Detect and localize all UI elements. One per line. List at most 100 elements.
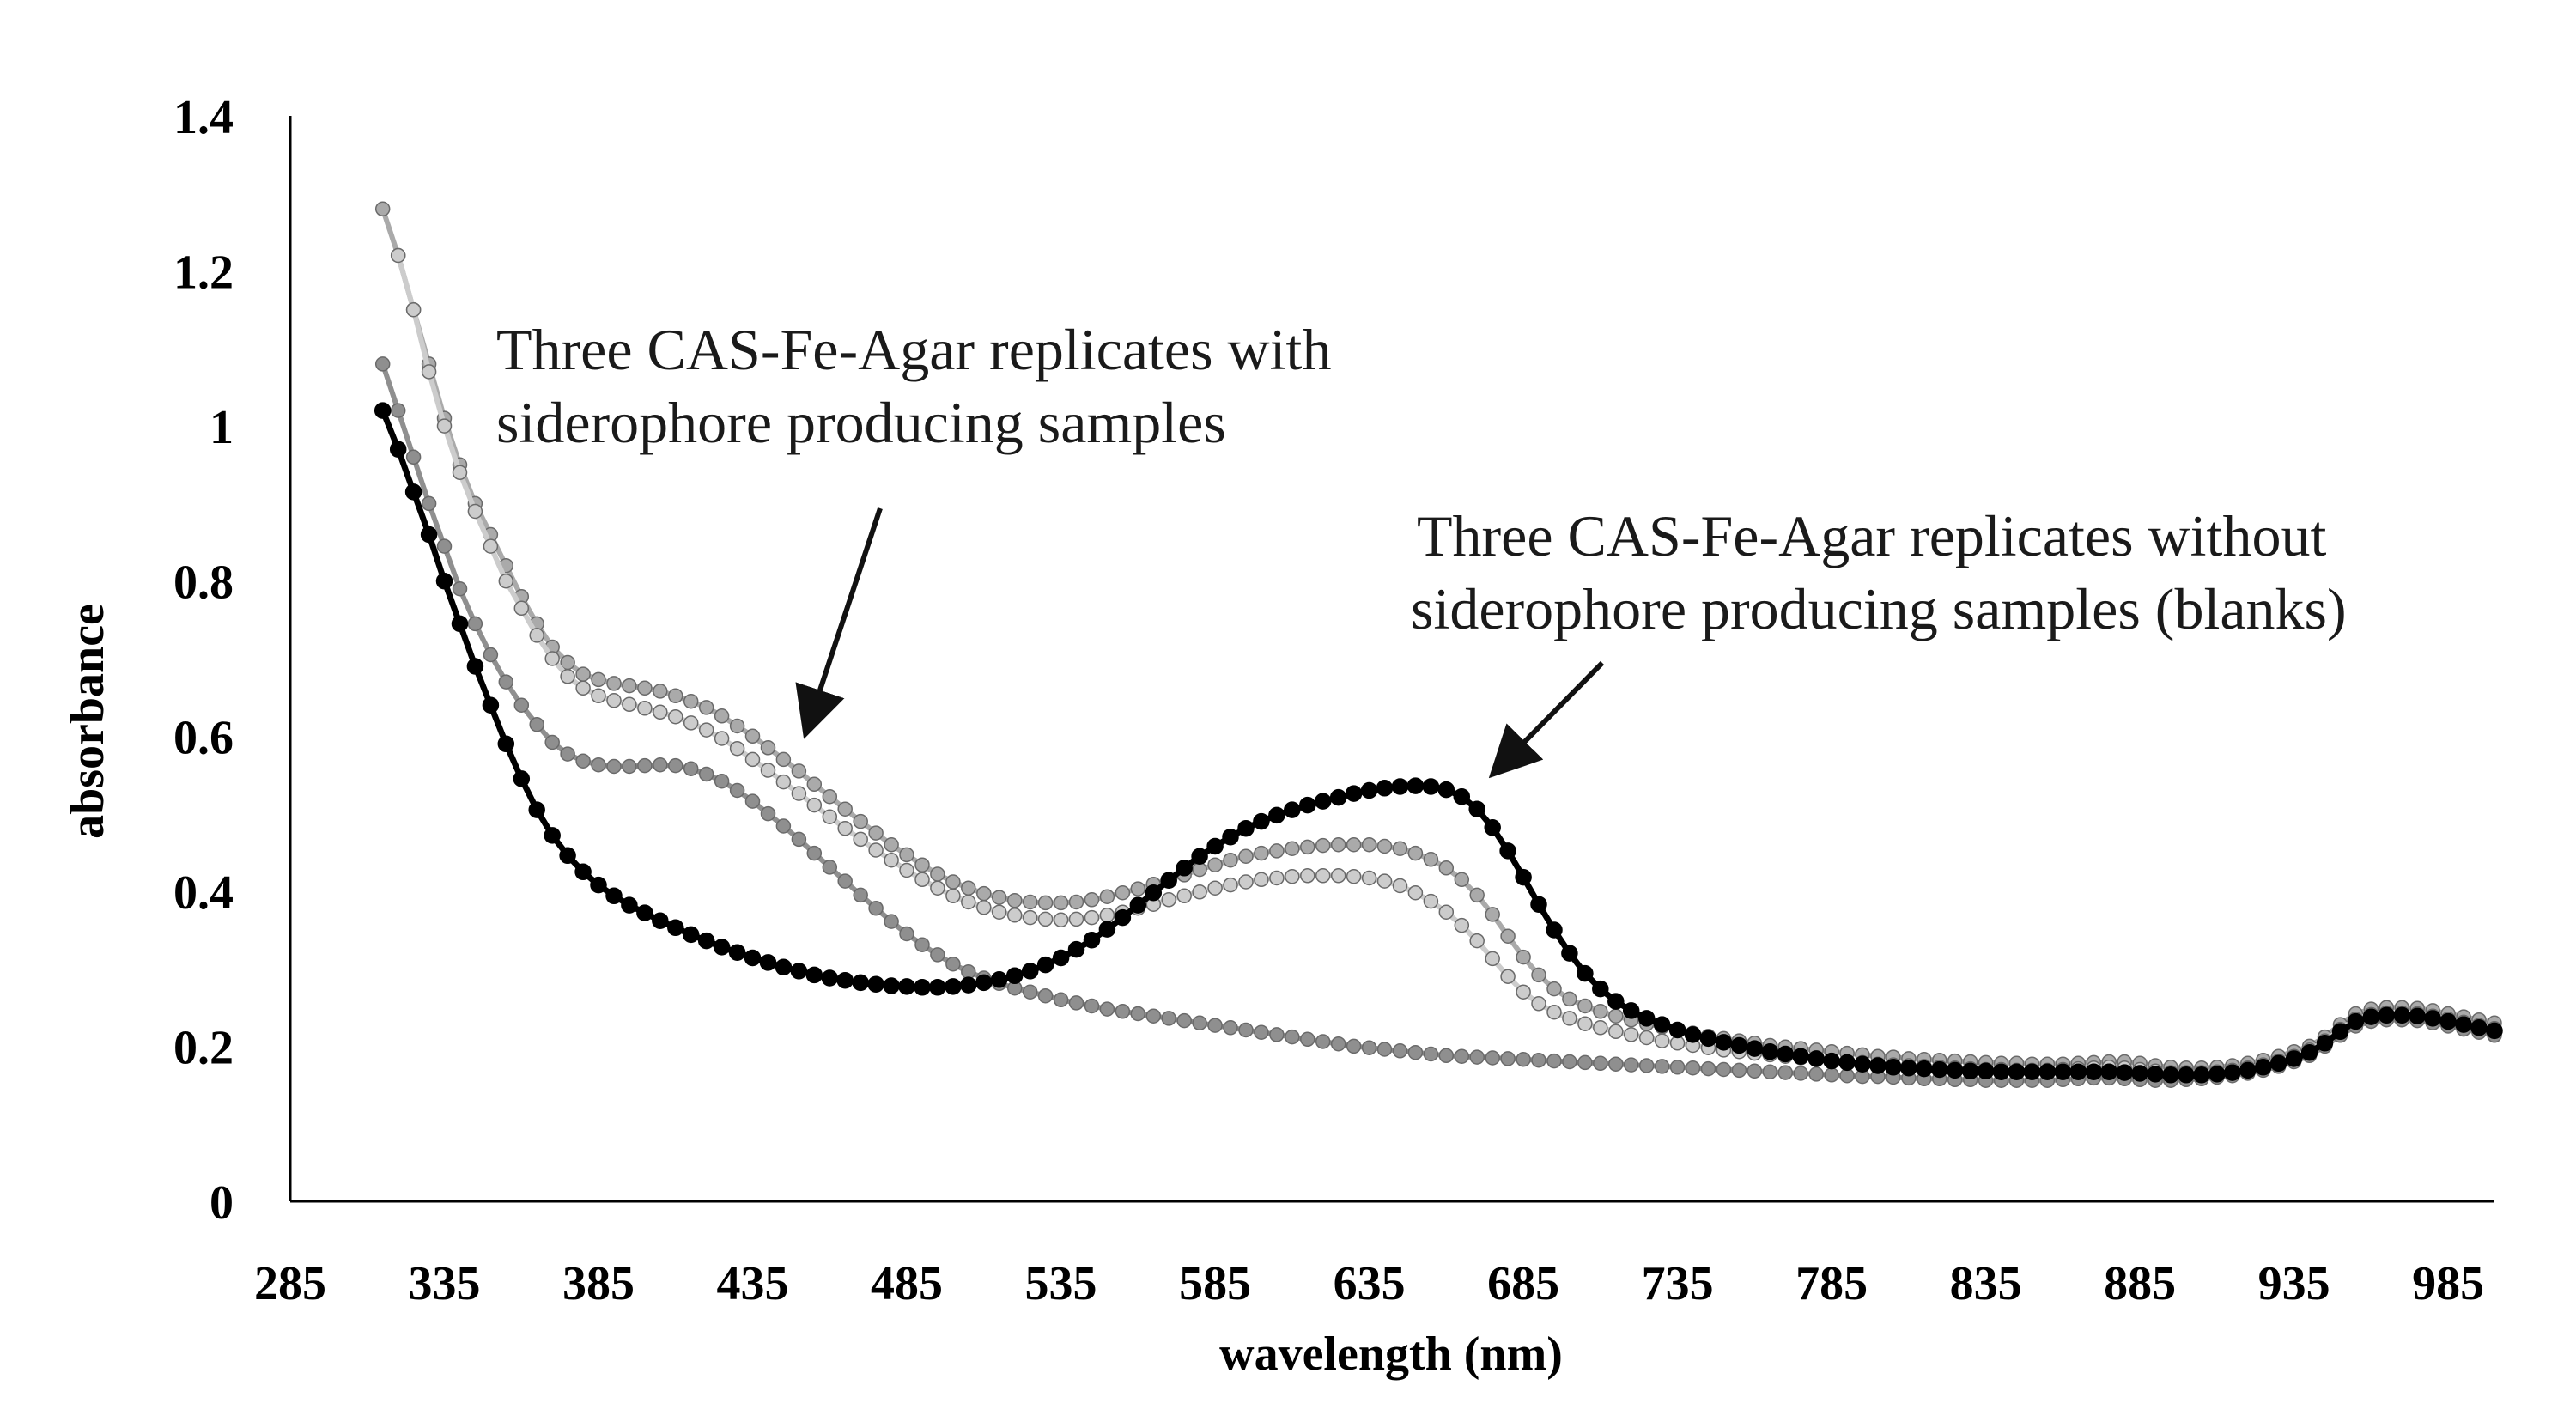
data-point [1747,1063,1763,1079]
data-point [1084,998,1100,1014]
data-point [436,418,453,434]
data-point [575,666,591,682]
data-point [991,904,1007,920]
data-point [1654,1059,1670,1074]
data-point [452,465,468,481]
data-point [1360,781,1378,799]
data-point [990,971,1008,988]
data-point [945,888,961,904]
data-point [868,900,884,916]
data-point [1454,917,1470,933]
data-point [1638,1058,1655,1073]
data-point [1469,1049,1485,1065]
data-point [1961,1062,1979,1080]
data-point [683,761,699,776]
data-point [1423,852,1439,867]
data-point [1254,1024,1269,1040]
data-point [1176,1012,1192,1029]
data-point [775,958,793,976]
data-point [1053,912,1069,928]
data-point [836,971,854,989]
data-point [2147,1066,2164,1083]
annotation-blanks-arrow [1488,660,1605,779]
data-point [1053,992,1069,1008]
data-point [1977,1062,1995,1080]
x-tick-label: 535 [1025,1257,1097,1310]
data-point [1946,1061,1964,1079]
data-point [421,364,437,380]
data-point [1330,1036,1346,1052]
data-point [1777,1045,1795,1063]
data-point [1361,836,1377,853]
data-point [1577,998,1593,1014]
data-point [1254,872,1269,888]
data-point [1562,1054,1577,1070]
data-point [729,718,745,734]
data-point [544,734,560,750]
data-point [1022,984,1038,1000]
y-tick-labels: 0 0.2 0.4 0.6 0.8 1 1.2 1.4 [173,91,234,1230]
data-point [2208,1066,2226,1083]
data-point [1407,884,1424,901]
data-point [2116,1064,2133,1081]
data-point [1992,1063,2010,1080]
data-point [1067,940,1085,958]
data-point [1269,843,1285,859]
data-point [389,441,407,458]
annotations: Three CAS-Fe-Agar replicates with sidero… [496,317,2347,779]
data-point [575,680,591,696]
y-tick-label: 1.4 [173,91,234,144]
data-point [1191,848,1208,865]
data-point [1006,892,1023,908]
data-point [1330,836,1346,853]
data-point [374,201,391,217]
data-point [1285,868,1300,884]
data-point [606,676,622,691]
data-point [1654,1033,1670,1048]
data-point [483,647,499,663]
data-point [653,684,668,699]
data-point [853,887,868,903]
data-point [1223,852,1238,868]
data-point [1114,908,1132,927]
data-point [1623,1057,1639,1073]
data-point [1068,894,1084,910]
data-point [1300,839,1315,855]
data-point [574,863,592,881]
data-point [622,696,637,713]
data-point [914,937,930,952]
data-point [390,247,406,264]
x-axis-title: wavelength (nm) [1219,1328,1563,1381]
data-point [1161,892,1176,908]
data-point [1468,800,1485,817]
data-point [1793,1066,1808,1081]
data-point [2362,1008,2380,1025]
data-point [1299,796,1316,814]
data-point [2008,1063,2026,1080]
data-point [1608,1056,1624,1072]
data-point [1005,967,1024,985]
data-point [1192,861,1207,878]
data-point [698,766,714,782]
data-point [1531,1052,1546,1068]
data-point [1022,909,1038,926]
data-point [2131,1065,2148,1082]
y-tick-label: 0 [210,1176,234,1230]
data-point [806,797,823,813]
data-point [1499,842,1516,860]
data-point [1084,909,1100,926]
data-point [1485,951,1500,967]
data-point [1361,870,1377,886]
data-point [374,356,391,372]
data-point [1716,1061,1732,1078]
data-point [436,538,453,554]
data-point [374,402,392,419]
y-tick-label: 0.6 [173,711,234,764]
data-point [1916,1060,1933,1078]
data-point [1053,895,1069,911]
data-point [544,827,561,844]
data-point [1330,868,1346,884]
data-point [404,483,422,501]
data-point [591,688,606,704]
data-point [1206,837,1224,855]
